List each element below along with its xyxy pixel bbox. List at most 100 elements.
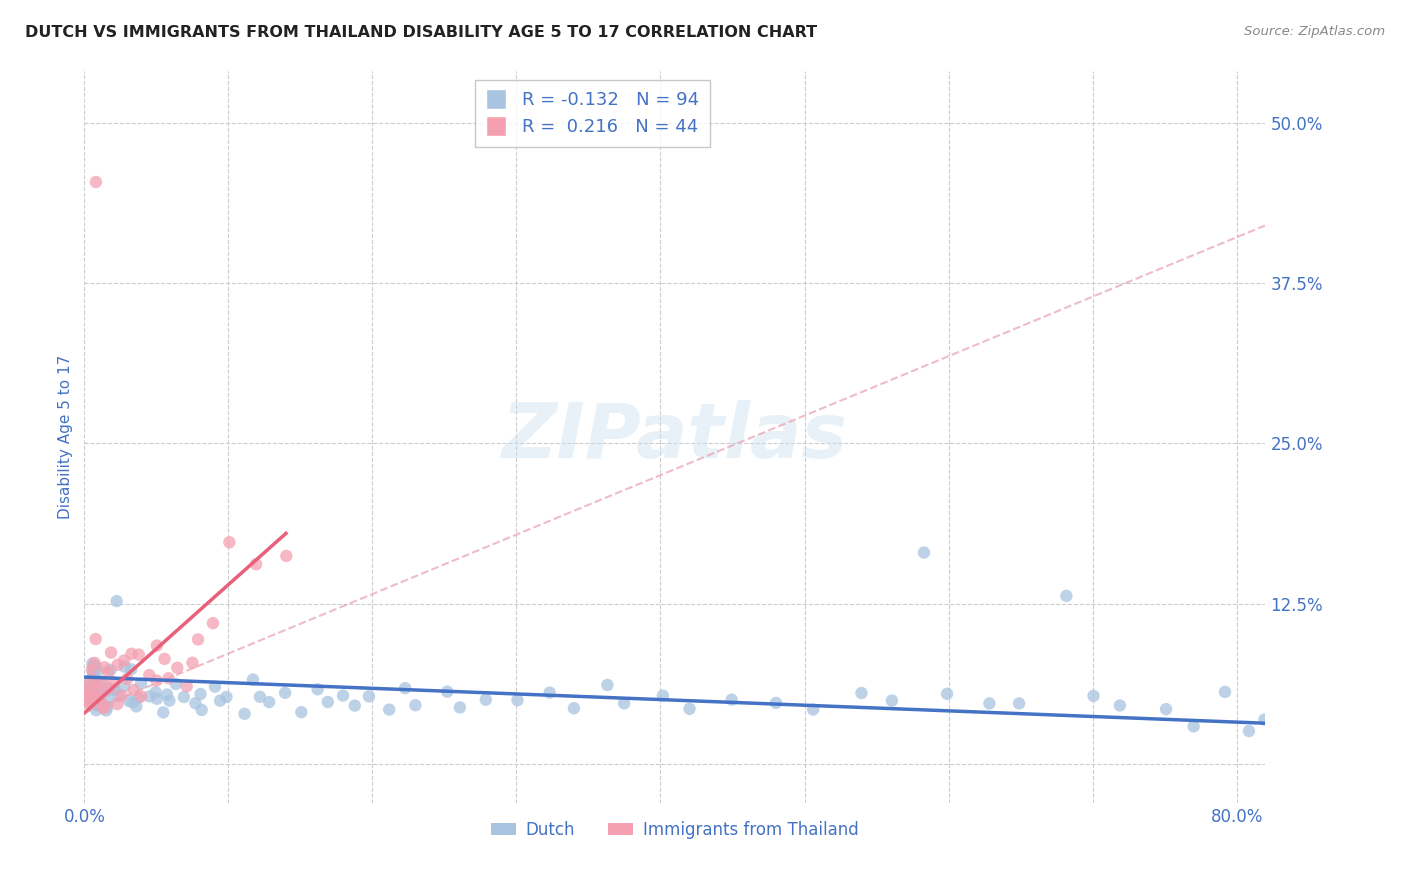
Point	[100, 663, 122, 677]
Point	[90, 696, 112, 710]
Point	[96, 700, 118, 714]
Point	[145, 673, 167, 688]
Point	[121, 647, 143, 661]
Point	[173, 690, 195, 704]
Point	[538, 686, 561, 700]
Point	[82, 660, 104, 674]
Point	[936, 687, 959, 701]
Point	[215, 690, 238, 704]
Point	[80, 663, 103, 677]
Point	[190, 687, 212, 701]
Point	[242, 673, 264, 687]
Point	[127, 690, 149, 705]
Point	[90, 675, 112, 690]
Point	[73, 694, 96, 708]
Point	[343, 698, 366, 713]
Point	[84, 675, 107, 690]
Point	[506, 693, 529, 707]
Point	[184, 696, 207, 710]
Point	[79, 686, 101, 700]
Point	[307, 682, 329, 697]
Point	[129, 676, 152, 690]
Point	[96, 683, 118, 698]
Point	[103, 683, 125, 698]
Point	[404, 698, 426, 713]
Point	[80, 680, 103, 694]
Point	[145, 685, 167, 699]
Point	[86, 698, 108, 713]
Point	[187, 632, 209, 647]
Point	[801, 702, 824, 716]
Point	[562, 701, 585, 715]
Y-axis label: Disability Age 5 to 17: Disability Age 5 to 17	[58, 355, 73, 519]
Point	[449, 700, 471, 714]
Point	[83, 672, 105, 686]
Point	[204, 680, 226, 694]
Point	[122, 683, 145, 698]
Point	[146, 691, 169, 706]
Point	[82, 657, 104, 671]
Point	[91, 686, 114, 700]
Point	[73, 681, 96, 696]
Point	[1182, 719, 1205, 733]
Point	[651, 689, 673, 703]
Point	[76, 688, 98, 702]
Text: DUTCH VS IMMIGRANTS FROM THAILAND DISABILITY AGE 5 TO 17 CORRELATION CHART: DUTCH VS IMMIGRANTS FROM THAILAND DISABI…	[25, 25, 817, 40]
Point	[100, 646, 122, 660]
Text: ZIPatlas: ZIPatlas	[502, 401, 848, 474]
Point	[274, 686, 297, 700]
Point	[181, 656, 204, 670]
Point	[77, 689, 100, 703]
Point	[83, 685, 105, 699]
Point	[201, 616, 224, 631]
Point	[152, 706, 174, 720]
Point	[83, 656, 105, 670]
Point	[115, 672, 138, 686]
Point	[103, 682, 125, 697]
Point	[120, 662, 142, 676]
Point	[1108, 698, 1130, 713]
Point	[165, 677, 187, 691]
Point	[190, 703, 212, 717]
Point	[765, 696, 787, 710]
Point	[114, 679, 136, 693]
Point	[1008, 697, 1031, 711]
Point	[89, 691, 111, 706]
Point	[332, 689, 354, 703]
Legend: Dutch, Immigrants from Thailand: Dutch, Immigrants from Thailand	[484, 814, 866, 846]
Point	[1253, 713, 1275, 727]
Point	[139, 690, 162, 704]
Point	[378, 703, 401, 717]
Point	[93, 682, 115, 697]
Point	[276, 549, 298, 563]
Point	[86, 687, 108, 701]
Point	[84, 703, 107, 717]
Point	[79, 690, 101, 705]
Point	[146, 639, 169, 653]
Point	[257, 695, 280, 709]
Point	[84, 632, 107, 646]
Point	[129, 690, 152, 704]
Point	[436, 684, 458, 698]
Point	[851, 686, 873, 700]
Point	[83, 665, 105, 680]
Point	[107, 657, 129, 672]
Point	[157, 693, 180, 707]
Point	[105, 697, 128, 711]
Point	[105, 594, 128, 608]
Point	[84, 175, 107, 189]
Point	[86, 664, 108, 678]
Point	[87, 690, 110, 705]
Point	[91, 701, 114, 715]
Point	[111, 689, 134, 703]
Point	[316, 695, 339, 709]
Point	[93, 698, 115, 713]
Point	[91, 677, 114, 691]
Point	[82, 693, 104, 707]
Point	[138, 668, 160, 682]
Point	[125, 699, 148, 714]
Point	[103, 675, 125, 690]
Point	[176, 679, 198, 693]
Point	[82, 666, 104, 681]
Point	[76, 681, 98, 696]
